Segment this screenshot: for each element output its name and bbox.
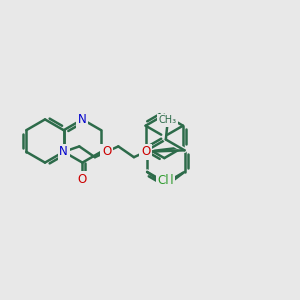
Text: Cl: Cl [158, 174, 170, 188]
Text: O: O [78, 172, 87, 186]
Text: N: N [78, 113, 87, 126]
Text: O: O [141, 145, 150, 158]
Text: Cl: Cl [162, 174, 174, 188]
Text: N: N [59, 145, 68, 158]
Text: O: O [102, 145, 111, 158]
Text: CH₃: CH₃ [158, 115, 176, 125]
